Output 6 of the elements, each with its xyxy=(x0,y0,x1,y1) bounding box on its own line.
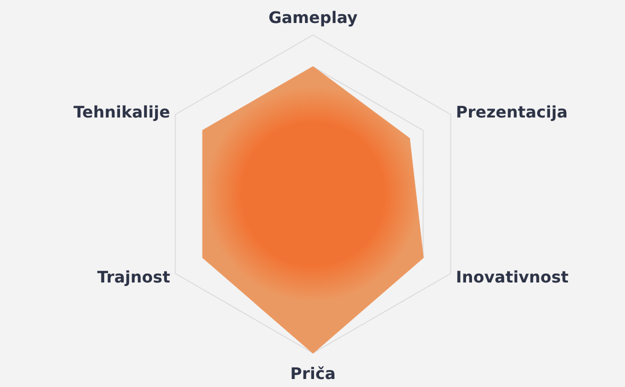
spoke-label: Tehnikalije xyxy=(73,102,170,122)
spoke-label: Gameplay xyxy=(268,8,358,27)
spoke-label: Prezentacija xyxy=(456,102,568,122)
spoke-label: Trajnost xyxy=(97,268,170,286)
spoke-label: Priča xyxy=(290,364,336,383)
spoke-label: Inovativnost xyxy=(456,268,569,286)
